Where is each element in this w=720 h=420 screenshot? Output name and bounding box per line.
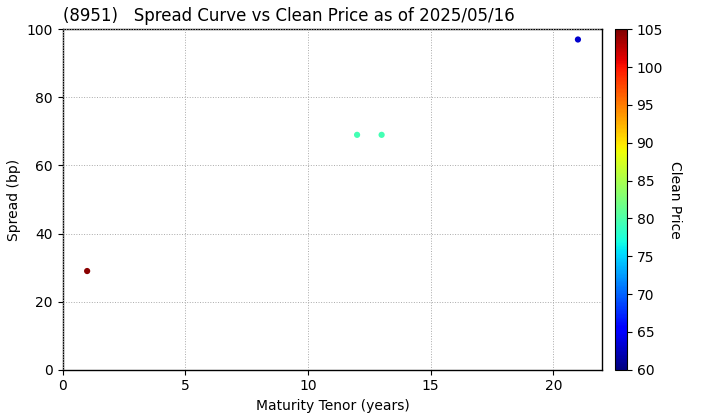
Text: (8951)   Spread Curve vs Clean Price as of 2025/05/16: (8951) Spread Curve vs Clean Price as of… [63,7,514,25]
Point [376,131,387,138]
Y-axis label: Clean Price: Clean Price [668,161,683,239]
Point [81,268,93,274]
Point [351,131,363,138]
Point [572,36,584,43]
X-axis label: Maturity Tenor (years): Maturity Tenor (years) [256,399,410,413]
Y-axis label: Spread (bp): Spread (bp) [7,158,21,241]
